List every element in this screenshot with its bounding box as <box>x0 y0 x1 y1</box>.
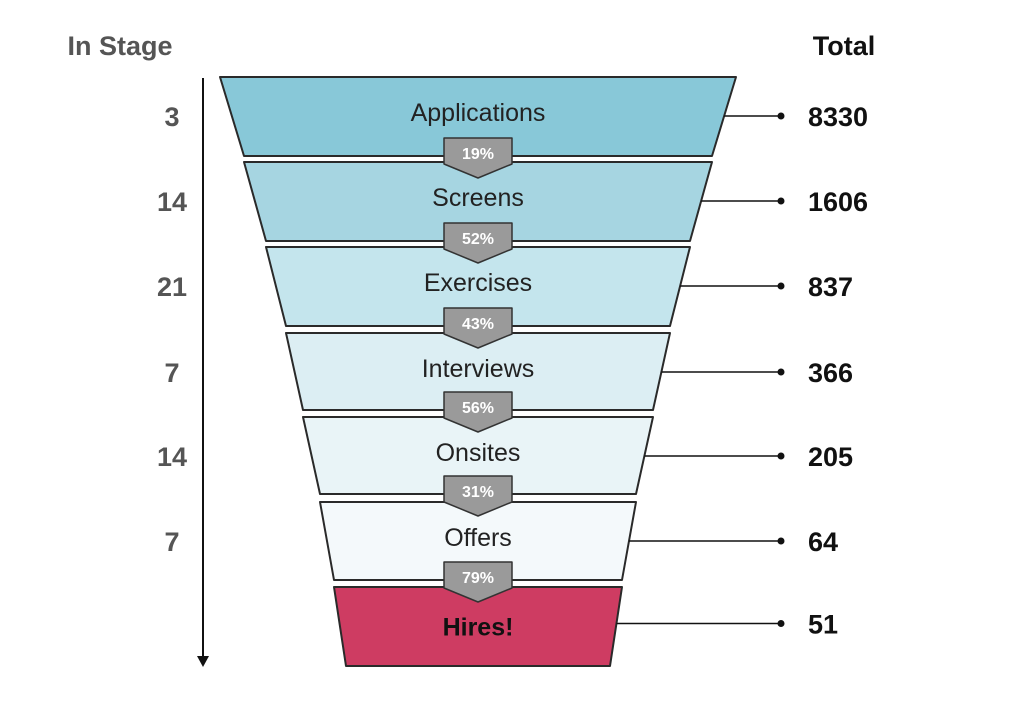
in-stage-value: 7 <box>164 527 179 557</box>
funnel-stage-interviews <box>285 332 671 411</box>
funnel-stage-offers <box>319 501 637 581</box>
in-stage-value: 14 <box>157 442 187 472</box>
in-stage-value: 7 <box>164 358 179 388</box>
total-value: 64 <box>808 527 838 557</box>
in-stage-value: 3 <box>164 102 179 132</box>
total-value: 366 <box>808 358 853 388</box>
stage-label: Interviews <box>422 355 535 383</box>
conversion-badge <box>443 137 513 179</box>
total-connector-dot <box>777 282 785 290</box>
total-connector-dot <box>777 197 785 205</box>
total-value: 837 <box>808 272 853 302</box>
total-connector-dot <box>777 620 785 627</box>
conversion-rate-label: 19% <box>462 146 494 163</box>
funnel-labels: Applications 8330 3 Screens 1606 14 Exercises 8… <box>157 99 868 642</box>
funnel-stages <box>219 76 737 667</box>
conversion-badge <box>443 307 513 349</box>
funnel-stage-exercises <box>265 246 691 327</box>
funnel-stage-applications <box>219 76 737 157</box>
total-header: Total <box>813 31 876 61</box>
funnel-stage-hires <box>333 586 623 667</box>
conversion-rate-label: 79% <box>462 570 494 587</box>
stage-flow-arrow-head <box>197 656 209 667</box>
in-stage-value: 21 <box>157 272 187 302</box>
stage-label: Exercises <box>424 269 532 297</box>
stage-label: Onsites <box>436 439 521 467</box>
stage-label: Applications <box>411 99 546 127</box>
in-stage-header: In Stage <box>67 31 172 61</box>
conversion-rate-label: 52% <box>462 231 494 248</box>
conversion-badge <box>443 561 513 603</box>
total-value: 205 <box>808 442 853 472</box>
total-connector-dot <box>777 112 785 120</box>
funnel-stage-screens <box>243 161 713 242</box>
funnel-stage-onsites <box>302 416 654 495</box>
in-stage-value: 14 <box>157 187 187 217</box>
conversion-rate-label: 43% <box>462 316 494 333</box>
total-connector-dot <box>777 537 785 545</box>
stage-label: Offers <box>444 524 512 552</box>
stage-flow-arrow <box>197 78 209 667</box>
total-value: 8330 <box>808 102 868 132</box>
conversion-badges: 19% 52% 43% 56% 31% 79% <box>443 137 513 603</box>
total-connector-dot <box>777 368 785 376</box>
total-connector-dot <box>777 452 785 460</box>
conversion-badge <box>443 222 513 264</box>
conversion-badge <box>443 475 513 517</box>
total-value: 51 <box>808 610 838 640</box>
total-value: 1606 <box>808 187 868 217</box>
total-connectors <box>616 112 785 627</box>
conversion-rate-label: 56% <box>462 400 494 417</box>
conversion-rate-label: 31% <box>462 484 494 501</box>
stage-label: Hires! <box>443 614 514 642</box>
conversion-badge <box>443 391 513 433</box>
stage-label: Screens <box>432 184 524 212</box>
